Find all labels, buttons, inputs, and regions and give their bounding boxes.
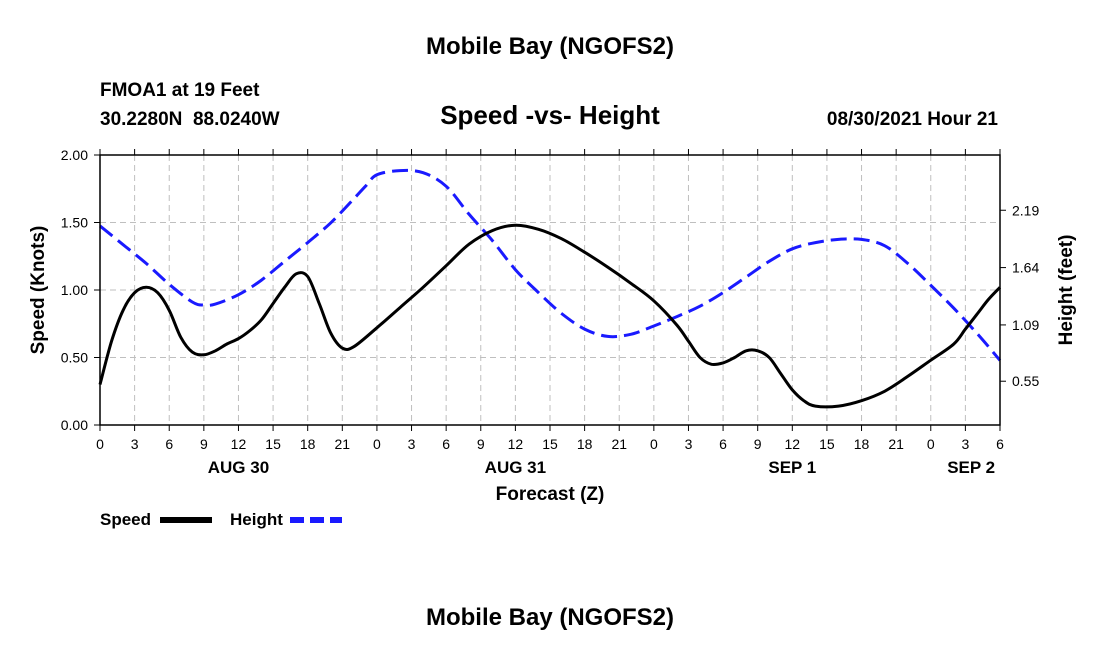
x-tick-label: 3 [408,436,416,452]
x-tick-label: 12 [785,436,801,452]
x-tick-label: 0 [96,436,104,452]
left-tick-label: 1.00 [61,282,88,298]
series-line-speed [98,223,1002,409]
x-tick-label: 21 [335,436,351,452]
legend: Speed Height [100,510,342,529]
x-tick-label: 6 [442,436,450,452]
date-label: SEP 1 [768,458,816,477]
x-tick-label: 6 [719,436,727,452]
x-tick-label: 12 [508,436,524,452]
date-label: SEP 2 [947,458,995,477]
x-tick-label: 3 [131,436,139,452]
left-tick-label: 0.50 [61,350,88,366]
left-tick-label: 0.00 [61,417,88,433]
x-tick-label: 15 [819,436,835,452]
series-line-height [99,168,1002,362]
x-tick-label: 15 [265,436,281,452]
legend-speed-label: Speed [100,510,151,529]
page-title-bottom: Mobile Bay (NGOFS2) [426,604,674,631]
series-layer [98,168,1002,409]
right-tick-label: 1.64 [1012,260,1039,276]
x-tick-label: 18 [854,436,870,452]
date-label: AUG 30 [208,458,269,477]
x-tick-label: 0 [373,436,381,452]
left-tick-label: 1.50 [61,215,88,231]
x-tick-label: 12 [231,436,247,452]
left-tick-label: 2.00 [61,147,88,163]
x-tick-label: 18 [300,436,316,452]
x-axis-label: Forecast (Z) [496,484,605,505]
x-tick-label: 21 [611,436,627,452]
x-tick-label: 6 [165,436,173,452]
axis-layer: 0 3 6 9 12 15 18 21 0 3 6 9 12 15 18 21 0 3 6 9 12 15 18 21 0 3 6 0… [61,147,1040,477]
forecast-datetime: 08/30/2021 Hour 21 [827,109,999,130]
station-label: FMOA1 at 19 Feet [100,80,260,101]
x-tick-label: 0 [650,436,658,452]
x-tick-label: 6 [996,436,1004,452]
grid-layer [100,155,1000,425]
coordinates-label: 30.2280N 88.0240W [100,109,280,130]
x-tick-label: 9 [200,436,208,452]
date-label: AUG 31 [485,458,546,477]
x-tick-label: 3 [961,436,969,452]
x-tick-label: 15 [542,436,558,452]
x-tick-label: 3 [685,436,693,452]
chart-subtitle: Speed -vs- Height [440,100,660,130]
y-axis-label-left: Speed (Knots) [28,226,49,355]
right-tick-label: 2.19 [1012,202,1039,218]
right-tick-label: 1.09 [1012,317,1039,333]
x-tick-label: 18 [577,436,593,452]
x-tick-label: 9 [477,436,485,452]
x-tick-label: 9 [754,436,762,452]
x-tick-label: 0 [927,436,935,452]
legend-height-label: Height [230,510,283,529]
page-title-top: Mobile Bay (NGOFS2) [426,33,674,60]
x-tick-label: 21 [888,436,904,452]
y-axis-label-right: Height (feet) [1056,235,1077,346]
right-tick-label: 0.55 [1012,373,1039,389]
